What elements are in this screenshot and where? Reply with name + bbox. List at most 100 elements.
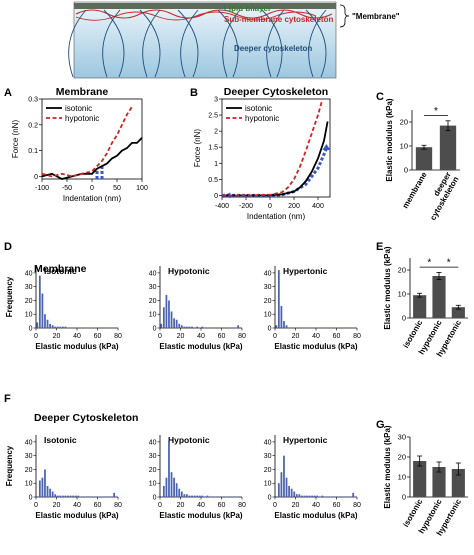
histogram-bar [227, 496, 229, 497]
x-tick-label: 0 [34, 502, 38, 509]
y-tick-label: 0 [268, 326, 272, 333]
histogram-bar [87, 327, 90, 328]
histogram-hypertonic: 0 10 20 30 40 0 20 40 60 80 Elastic modulus (kPa) H… [264, 266, 361, 351]
y-tick-label: 20 [398, 266, 406, 275]
histogram-bar [69, 327, 72, 328]
y-axis-label: Frequency [5, 445, 14, 486]
histogram-bar [79, 327, 82, 328]
histogram-bar [173, 477, 175, 497]
histogram-bar [290, 327, 293, 328]
histogram-bar [336, 496, 339, 497]
histogram-bar [191, 326, 193, 328]
bar [415, 147, 433, 170]
histogram-bar [183, 494, 186, 497]
significance-star: * [447, 258, 451, 269]
x-tick-label: -100 [35, 185, 49, 192]
histogram-bar [100, 327, 103, 328]
y-axis-label: Frequency [5, 276, 14, 317]
submembrane-filament [75, 11, 317, 21]
histogram-bar [38, 275, 41, 328]
significance-star: * [427, 258, 431, 269]
x-tick-label: 20 [53, 333, 61, 340]
histogram-bar [209, 496, 211, 497]
histogram-bar [239, 496, 242, 497]
x-tick-label: 0 [90, 185, 94, 192]
y-tick-label: 40 [25, 270, 33, 277]
histogram-bar [193, 327, 196, 328]
y-tick-label: 30 [264, 453, 272, 460]
histogram-bar [97, 327, 100, 328]
x-tick-label: 60 [94, 502, 102, 509]
histogram-hypertonic: 0 10 20 30 40 0 20 40 60 80 Elastic modulus (kPa) H… [264, 435, 361, 520]
histogram-bar [293, 491, 296, 497]
histogram-bar [277, 270, 280, 328]
histogram-bar [280, 305, 283, 328]
y-tick-label: 0 [268, 495, 272, 502]
y-tick-label: 0.1 [28, 148, 38, 155]
histogram-title: Isotonic [44, 266, 77, 276]
histogram-bar [188, 326, 191, 328]
histogram-bar [232, 496, 234, 497]
histogram-bar [288, 485, 290, 497]
y-tick-label: 0 [29, 326, 33, 333]
x-tick-label: 20 [292, 502, 300, 509]
y-tick-label: 0.5 [208, 177, 218, 184]
histogram-bar [92, 327, 95, 328]
x-tick-label: 60 [94, 333, 102, 340]
histogram-bar [331, 496, 334, 497]
histogram-bar [298, 494, 301, 497]
histogram-bar [103, 496, 105, 497]
histogram-bar [334, 327, 337, 328]
series-line-isotonic [222, 121, 329, 197]
histogram-bar [92, 496, 95, 497]
x-tick-label: 0 [158, 333, 162, 340]
cytoskeleton-filament [103, 9, 125, 78]
x-tick-label: 40 [312, 333, 320, 340]
x-tick-label: 40 [197, 502, 205, 509]
y-tick-label: 0 [404, 166, 408, 175]
histogram-bar [180, 325, 183, 328]
x-tick-label: 200 [288, 203, 300, 210]
histogram-bar [354, 327, 357, 328]
y-tick-label: 0 [214, 193, 218, 200]
histogram-bar [206, 495, 209, 497]
y-tick-label: 10 [398, 473, 406, 482]
histogram-bar [108, 327, 110, 328]
x-axis-label: Elastic modulus (kPa) [35, 342, 118, 351]
histogram-title: Isotonic [44, 435, 77, 445]
histogram-bar [209, 327, 211, 328]
histogram-bar [237, 496, 240, 497]
histogram-bar [275, 325, 278, 328]
histogram-bar [97, 496, 100, 497]
x-tick-label: 0 [158, 502, 162, 509]
panel-letter-d: D [4, 241, 12, 253]
x-tick-label: 60 [333, 502, 341, 509]
histogram-bar [301, 327, 303, 328]
panel-letter-b: B [190, 87, 198, 99]
x-tick-label: 20 [292, 333, 300, 340]
histogram-bar [46, 485, 49, 497]
histogram-bar [318, 327, 321, 328]
histogram-bar [275, 496, 278, 497]
histogram-bar [306, 495, 308, 497]
histogram-bar [165, 477, 168, 497]
lipid-bilayer-band [74, 3, 336, 9]
histogram-bar [206, 327, 209, 328]
y-tick-label: 40 [149, 439, 157, 446]
histogram-bar [74, 327, 77, 328]
histogram-bar [54, 326, 57, 328]
histogram-bar [211, 496, 214, 497]
submembrane-filament [75, 9, 333, 19]
histogram-bar [308, 495, 311, 497]
y-tick-label: 20 [25, 467, 33, 474]
y-tick-label: 10 [25, 481, 33, 488]
x-axis-label: Indentation (nm) [63, 194, 122, 203]
histogram-bar [160, 496, 163, 497]
histogram-bar [290, 488, 293, 497]
histogram-bar [62, 326, 64, 328]
histogram-bar [59, 495, 62, 497]
y-tick-label: 40 [264, 270, 272, 277]
histogram-bar [321, 327, 324, 328]
series-line-hypotonic [222, 101, 323, 197]
